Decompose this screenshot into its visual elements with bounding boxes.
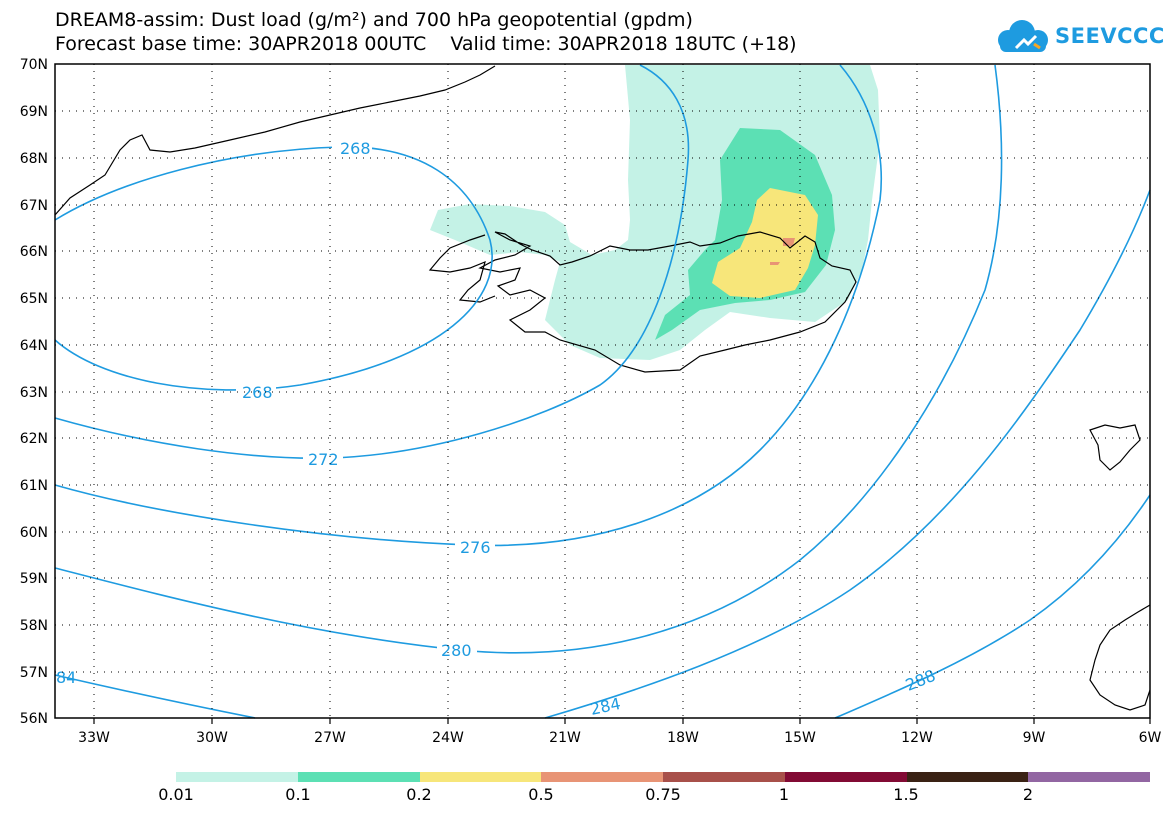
lat-label: 67N (20, 198, 48, 214)
contour-label-268-bottom: 268 (242, 383, 273, 402)
latitude-labels: 70N 69N 68N 67N 66N 65N 64N 63N 62N 61N … (20, 57, 48, 727)
lon-label: 30W (196, 730, 228, 746)
logo-text: SEEVCCC (1055, 24, 1165, 48)
lat-label: 68N (20, 151, 48, 167)
colorbar-segment (176, 772, 298, 782)
contour-label-272: 272 (308, 450, 339, 469)
contour-label-268-top: 268 (340, 139, 371, 158)
lat-label: 66N (20, 244, 48, 260)
coastline-scotland (1089, 604, 1151, 711)
colorbar-segment (906, 772, 1029, 782)
lat-label: 59N (20, 571, 48, 587)
dust-area-0.2 (712, 188, 818, 298)
contour-284 (544, 189, 1151, 719)
colorbar-label: 0.01 (158, 785, 194, 804)
contour-label-276: 276 (460, 538, 491, 557)
dust-shading (430, 65, 880, 360)
contour-276 (54, 64, 883, 547)
lon-label: 15W (784, 730, 816, 746)
contour-288 (834, 494, 1151, 719)
lon-label: 18W (667, 730, 699, 746)
cloud-icon (998, 20, 1048, 52)
lat-label: 61N (20, 478, 48, 494)
lon-label: 27W (314, 730, 346, 746)
colorbar-label: 0.2 (406, 785, 432, 804)
colorbar-label: 1 (778, 785, 790, 804)
contour-label-280: 280 (441, 641, 472, 660)
lat-label: 57N (20, 665, 48, 681)
colorbar-label: 0.5 (528, 785, 554, 804)
coastline-greenland (54, 65, 496, 216)
lon-label: 6W (1139, 730, 1162, 746)
geopotential-contours (54, 64, 1151, 719)
lat-label: 65N (20, 291, 48, 307)
lat-label: 62N (20, 431, 48, 447)
contour-labels: 268 268 272 276 280 284 288 84 (56, 138, 938, 719)
contour-268 (54, 146, 493, 391)
colorbar-segment (784, 772, 907, 782)
contour-280 (54, 64, 1003, 654)
colorbar-segment (663, 772, 785, 782)
colorbar-segment (541, 772, 663, 782)
colorbar (176, 772, 1150, 782)
coastline-iceland-west (428, 234, 496, 303)
dust-area-0.5 (770, 238, 795, 265)
contour-272 (54, 64, 690, 459)
colorbar-label: 0.1 (285, 785, 311, 804)
lon-label: 33W (78, 730, 110, 746)
lat-label: 70N (20, 57, 48, 73)
coastline-iceland (478, 231, 857, 373)
coastline-faroe (1089, 424, 1141, 471)
grid (55, 64, 1150, 718)
lon-label: 9W (1023, 730, 1046, 746)
lat-label: 60N (20, 525, 48, 541)
colorbar-segment (297, 772, 420, 782)
contour-label-84: 84 (56, 668, 76, 687)
colorbar-label: 2 (1022, 785, 1034, 804)
coastlines (54, 65, 1151, 711)
longitude-labels: 33W 30W 27W 24W 21W 18W 15W 12W 9W 6W (78, 730, 1161, 746)
map-frame (54, 63, 1151, 719)
lat-label: 69N (20, 104, 48, 120)
contour-label-288: 288 (903, 666, 938, 695)
lon-label: 12W (901, 730, 933, 746)
colorbar-label: 1.5 (893, 785, 919, 804)
title-line-2: Forecast base time: 30APR2018 00UTC Vali… (55, 33, 797, 55)
lat-label: 63N (20, 385, 48, 401)
colorbar-segment (1028, 772, 1150, 782)
contour-284-left (54, 674, 256, 719)
title-line-1: DREAM8-assim: Dust load (g/m²) and 700 h… (55, 9, 693, 31)
colorbar-segment (419, 772, 542, 782)
lat-label: 64N (20, 338, 48, 354)
lat-label: 58N (20, 618, 48, 634)
ticks (93, 718, 1151, 724)
lat-label: 56N (20, 711, 48, 727)
lon-label: 24W (432, 730, 464, 746)
contour-label-284: 284 (588, 694, 622, 719)
lon-label: 21W (549, 730, 581, 746)
colorbar-label: 0.75 (645, 785, 681, 804)
